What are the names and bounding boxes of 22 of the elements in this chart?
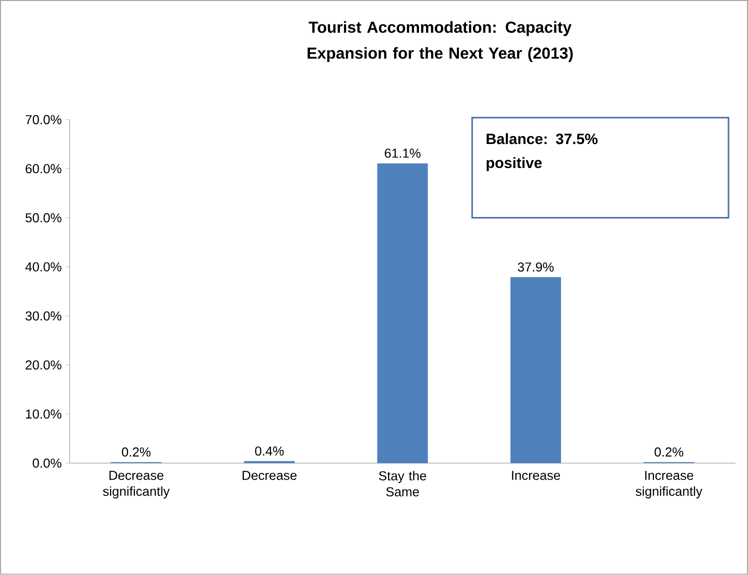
x-tick-label: Increase significantly (636, 471, 702, 499)
data-label: 0.2% (122, 448, 151, 457)
data-label: 0.2% (654, 448, 684, 457)
data-label: 0.4% (255, 446, 284, 456)
bar (377, 163, 428, 464)
y-tick-label: 10.0% (26, 410, 62, 419)
data-label: 61.1% (384, 148, 420, 158)
annotation: Balance: 37.5% positive (486, 133, 598, 172)
y-tick-label: 50.0% (26, 213, 62, 222)
y-tick-label: 70.0% (26, 115, 62, 124)
y-tick-label: 30.0% (26, 311, 62, 321)
y-tick-label: 20.0% (26, 360, 62, 370)
x-tick-label: Increase (512, 471, 560, 480)
y-tick-label: 40.0% (25, 262, 62, 272)
x-tick-label: Stay the Same (378, 471, 426, 496)
data-label: 37.9% (518, 262, 554, 272)
y-tick-label: 0.0% (32, 458, 62, 468)
chart-title: Tourist Accommodation: Capacity Expansion for the Next Year (2013) (308, 21, 573, 62)
x-tick-label: Decrease significantly (103, 471, 170, 499)
bar (510, 277, 562, 464)
y-tick-label: 60.0% (26, 164, 62, 174)
x-tick-label: Decrease (242, 471, 297, 480)
